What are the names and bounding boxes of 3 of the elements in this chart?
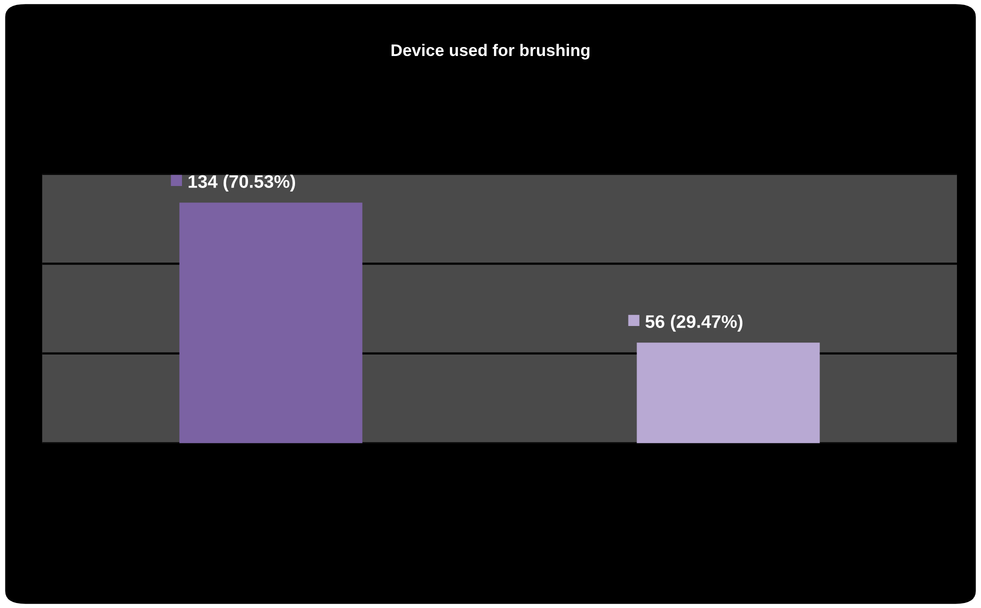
chart-title: Device used for brushing: [392, 44, 590, 60]
data-label: 134 (70.53%): [188, 174, 296, 192]
data-label: 56 (29.47%): [645, 314, 742, 332]
